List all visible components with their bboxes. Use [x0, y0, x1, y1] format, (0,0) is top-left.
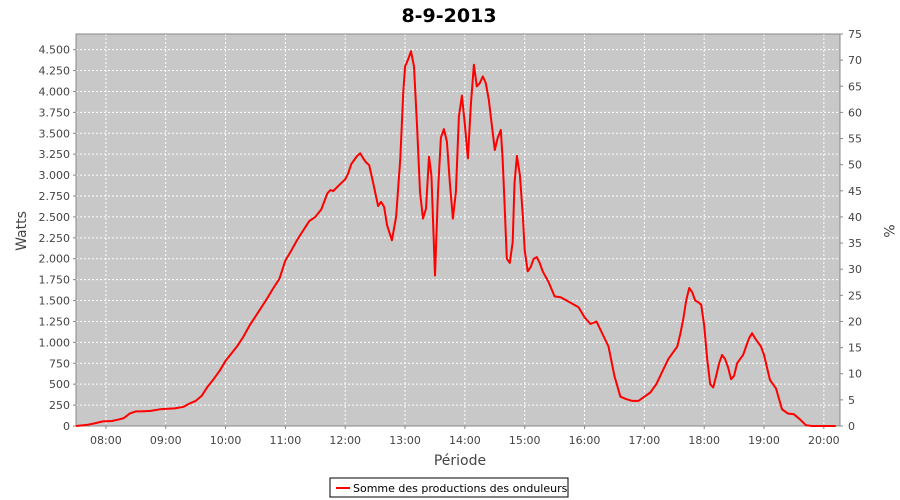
y-axis-title: Watts	[14, 211, 30, 251]
legend-label: Somme des productions des onduleurs	[353, 482, 568, 495]
y-right-tick-label: 25	[848, 289, 862, 302]
y-tick-label: 2.000	[39, 253, 71, 266]
y-right-tick-label: 60	[848, 106, 862, 119]
y-right-tick-label: 15	[848, 342, 862, 355]
y-tick-label: 4.250	[39, 65, 71, 78]
plot-border	[75, 33, 841, 427]
y-tick-label: 500	[49, 378, 70, 391]
y-tick-label: 750	[49, 357, 70, 370]
y-right-tick-label: 70	[848, 54, 862, 67]
y-tick-label: 1.250	[39, 315, 71, 328]
series-layer	[75, 50, 836, 427]
x-tick-label: 12:00	[329, 434, 361, 447]
x-axis-title: Période	[434, 453, 486, 469]
y-right-tick-label: 55	[848, 133, 862, 146]
x-tick-label: 17:00	[629, 434, 661, 447]
y-right-tick-label: 50	[848, 159, 862, 172]
legend-box	[329, 477, 569, 498]
x-tick-label: 19:00	[748, 434, 780, 447]
y-right-tick-label: 45	[848, 185, 862, 198]
chart-title: 8-9-2013	[401, 5, 496, 27]
x-tick-label: 20:00	[808, 434, 840, 447]
y-right-tick-label: 65	[848, 80, 862, 93]
y-right-tick-label: 5	[848, 394, 855, 407]
y-tick-label: 2.250	[39, 232, 71, 245]
y-tick-label: 0	[63, 420, 70, 433]
series-line	[75, 50, 836, 427]
y-tick-label: 1.750	[39, 274, 71, 287]
y-tick-label: 3.500	[39, 127, 71, 140]
right-y-axis: 0 5 10 15 20 25 30 35 40 45 50 55 60 65 70 75	[840, 28, 862, 433]
y-tick-label: 3.250	[39, 148, 71, 161]
x-tick-label: 18:00	[688, 434, 720, 447]
y-right-tick-label: 30	[848, 263, 862, 276]
y-right-tick-label: 10	[848, 368, 862, 381]
x-tick-label: 10:00	[210, 434, 242, 447]
x-tick-label: 08:00	[90, 434, 122, 447]
x-tick-label: 16:00	[569, 434, 601, 447]
y-tick-label: 3.000	[39, 169, 71, 182]
y-tick-label: 250	[49, 399, 70, 412]
x-tick-label: 11:00	[270, 434, 302, 447]
x-tick-label: 13:00	[389, 434, 421, 447]
y-right-tick-label: 75	[848, 28, 862, 41]
plot-area	[76, 34, 840, 426]
y-tick-label: 1.500	[39, 295, 71, 308]
y-tick-label: 3.750	[39, 106, 71, 119]
grid	[76, 34, 840, 427]
y-axis-right-title: %	[880, 224, 896, 237]
y-right-tick-label: 0	[848, 420, 855, 433]
y-tick-label: 4.000	[39, 85, 71, 98]
left-y-axis: 0 250 500 750 1.000 1.250 1.500 1.750 2.000 2.250…	[39, 44, 76, 433]
y-tick-label: 2.500	[39, 211, 71, 224]
x-tick-label: 15:00	[509, 434, 541, 447]
y-tick-label: 4.500	[39, 44, 71, 57]
x-axis: 08:00 09:00 10:00 11:00 12:00 13:00 14:00 15:00…	[90, 426, 840, 447]
y-right-tick-label: 35	[848, 237, 862, 250]
y-tick-label: 1.000	[39, 336, 71, 349]
y-right-tick-label: 20	[848, 315, 862, 328]
y-tick-label: 2.750	[39, 190, 71, 203]
y-right-tick-label: 40	[848, 211, 862, 224]
x-tick-label: 14:00	[449, 434, 481, 447]
legend: Somme des productions des onduleurs	[329, 477, 569, 498]
x-tick-label: 09:00	[150, 434, 182, 447]
